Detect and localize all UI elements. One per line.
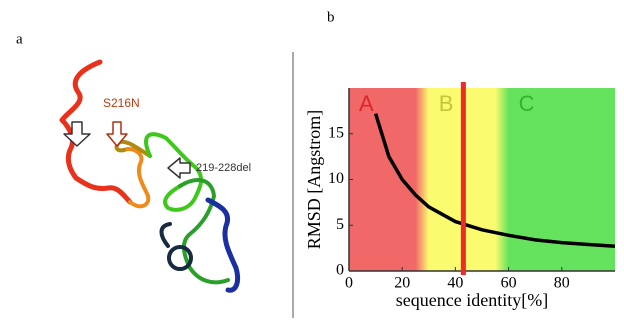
x-tick-label: 0 — [345, 275, 353, 292]
protein-structure — [62, 62, 238, 290]
region-label: A — [359, 91, 374, 116]
panel-label: a — [16, 31, 23, 47]
region-label: B — [439, 91, 454, 116]
x-axis-label: sequence identity[%] — [396, 290, 548, 310]
x-tick-label: 60 — [501, 275, 517, 292]
x-tick-label: 20 — [394, 275, 410, 292]
x-tick-label: 40 — [447, 275, 463, 292]
y-axis-label: RMSD [Angstrom] — [304, 110, 324, 250]
figure: a b S216N 219-228del A B C 0 20 40 60 80 0 5 10 15 s… — [0, 0, 624, 323]
region-label: C — [519, 91, 535, 116]
annotation: S216N — [103, 96, 140, 110]
y-tick-label: 15 — [328, 124, 344, 141]
annotation: 219-228del — [196, 162, 251, 174]
y-tick-label: 10 — [328, 170, 344, 187]
panel-label: b — [327, 9, 335, 25]
x-tick-label: 80 — [554, 275, 570, 292]
y-tick-label: 0 — [336, 262, 344, 279]
y-tick-label: 5 — [336, 216, 344, 233]
